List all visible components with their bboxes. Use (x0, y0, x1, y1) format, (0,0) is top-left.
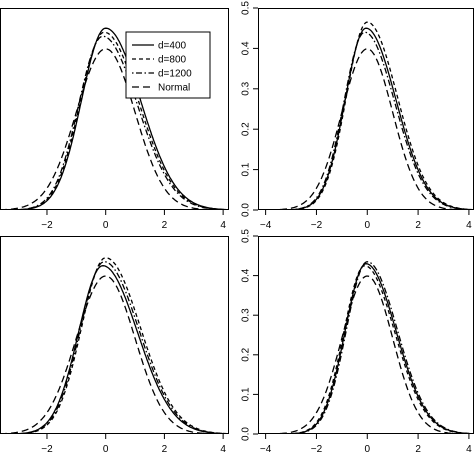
y-tick-label: 0.1 (241, 387, 252, 401)
series-line-dashed-short (20, 257, 228, 433)
series-line-dot-dash (19, 261, 227, 433)
panel-bottom-left: −2 0 2 4 (0, 236, 229, 455)
series-line-solid (18, 265, 225, 433)
series-line-dashed-short (291, 265, 470, 433)
plot-frame (258, 236, 474, 434)
y-tick-label: 0.3 (241, 308, 252, 322)
x-tick-label: −2 (311, 220, 323, 231)
series-line-solid (292, 27, 472, 209)
x-tick-label: 4 (466, 444, 472, 455)
series-line-solid (292, 263, 472, 433)
panel-bottom-right: −4 −2 0 2 4 0.0 0.1 0.2 0.3 0.4 0.5 (241, 229, 474, 455)
legend-entry-label: Normal (158, 83, 190, 94)
plot-frame (258, 8, 474, 210)
plot-frame (0, 236, 229, 434)
panel-top-left: −2 0 2 4 d=400 d=800 d=1200 Normal (0, 8, 229, 231)
y-tick-label: 0.4 (241, 268, 252, 282)
legend-entry-label: d=400 (158, 41, 187, 52)
x-tick-label: −2 (41, 444, 53, 455)
legend-entry-label: d=800 (158, 55, 187, 66)
x-tick-label: −2 (311, 444, 323, 455)
series-line-dashed-long (278, 48, 457, 209)
x-tick-label: 4 (220, 444, 226, 455)
series-line-dot-dash (293, 261, 473, 433)
y-tick-label: 0.5 (241, 1, 252, 15)
legend: d=400 d=800 d=1200 Normal (125, 31, 211, 99)
x-tick-label: −4 (260, 220, 272, 231)
panel-top-right: −4 −2 0 2 4 0.0 0.1 0.2 0.3 0.4 0.5 (241, 1, 474, 231)
y-tick-label: 0.1 (241, 162, 252, 176)
y-tick-label: 0.0 (241, 427, 252, 441)
series-line-dot-dash (290, 31, 471, 209)
x-tick-label: 2 (162, 444, 168, 455)
series-line-dashed-long (3, 275, 209, 433)
series-line-dashed-short (293, 21, 473, 209)
x-tick-label: 0 (103, 220, 109, 231)
x-tick-label: 2 (415, 444, 421, 455)
x-tick-label: 0 (103, 444, 109, 455)
x-tick-label: 2 (415, 220, 421, 231)
x-tick-label: 0 (364, 444, 370, 455)
legend-entry-label: d=1200 (158, 69, 192, 80)
x-tick-label: −2 (41, 220, 53, 231)
y-tick-label: 0.2 (241, 347, 252, 361)
y-tick-label: 0.5 (241, 229, 252, 243)
y-tick-label: 0.0 (241, 203, 252, 217)
y-tick-label: 0.2 (241, 122, 252, 136)
legend-box (125, 31, 211, 99)
series-line-dashed-long (278, 275, 457, 433)
x-tick-label: −4 (260, 444, 272, 455)
plot-frame (0, 8, 229, 210)
y-tick-label: 0.3 (241, 81, 252, 95)
x-tick-label: 2 (162, 220, 168, 231)
x-tick-label: 4 (220, 220, 226, 231)
x-tick-label: 4 (466, 220, 472, 231)
x-tick-label: 0 (364, 220, 370, 231)
y-tick-label: 0.4 (241, 41, 252, 55)
series-line-dot-dash (17, 35, 225, 209)
